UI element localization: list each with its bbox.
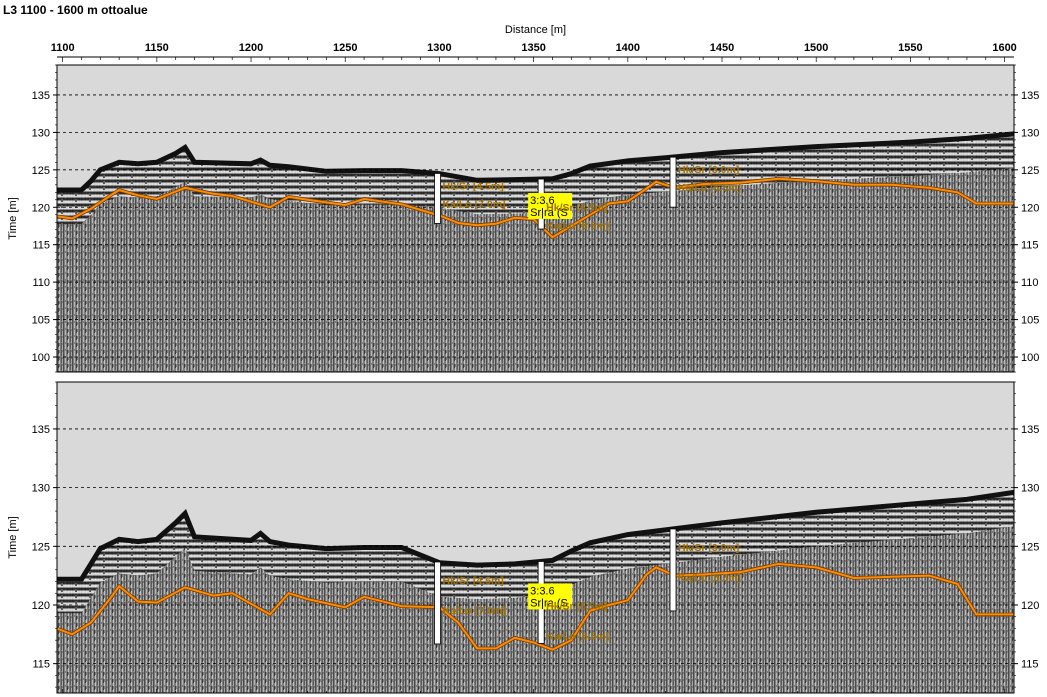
y-tick-label: 120 xyxy=(32,202,50,214)
y-axis-label: Time [m] xyxy=(7,516,19,558)
x-tick-label: 1250 xyxy=(333,42,357,54)
borehole-depth-label: Hk/Sr [3.0m] xyxy=(678,542,739,554)
borehole-depth-label: Ka/Lo [5.5m] xyxy=(678,572,741,584)
y-tick-label-right: 130 xyxy=(1021,127,1039,139)
borehole-depth-label: Hk/Sr [3.0m] xyxy=(678,164,739,176)
x-tick-label: 1600 xyxy=(992,42,1016,54)
y-tick-label-right: 130 xyxy=(1021,483,1039,495)
sample-label: 3:3.6 xyxy=(530,195,554,207)
y-tick-label: 135 xyxy=(32,90,50,102)
panel-plot-area: Hk/Sr [4.5m]Ka/Lo [7.0m]3:3.6Sr|ra (SHk/… xyxy=(57,65,1014,372)
y-tick-label: 130 xyxy=(32,483,50,495)
x-tick-label: 1350 xyxy=(521,42,545,54)
y-tick-label: 130 xyxy=(32,127,50,139)
x-axis-label: Distance [m] xyxy=(504,24,567,36)
y-tick-label-right: 115 xyxy=(1021,240,1039,252)
panel-frame xyxy=(56,381,1015,694)
borehole-depth-label: Hk/Sr [4.5m] xyxy=(443,180,504,192)
y-tick-label: 120 xyxy=(32,600,50,612)
x-tick-label: 1500 xyxy=(804,42,828,54)
borehole-marker xyxy=(669,528,677,612)
interpreted-horizon-line xyxy=(57,562,1014,651)
x-tick-label: 1200 xyxy=(239,42,263,54)
x-tick-label: 1150 xyxy=(145,42,169,54)
upper-radargram-panel: Hk/Sr [4.5m]Ka/Lo [7.0m] 3:3.6Sr|ra (SHk/… xyxy=(7,64,1039,373)
y-tick-label: 110 xyxy=(32,277,50,289)
sample-box: 3:3.6Sr|ra (S xyxy=(528,193,573,220)
borehole-depth-label: Ka/Lo [5.5m] xyxy=(678,182,741,194)
borehole-depth-label: Hk/Sr [4.5m] xyxy=(443,575,504,587)
borehole-marker xyxy=(669,156,677,208)
borehole-depth-label: Ka/Lo [8.5m] xyxy=(546,630,609,642)
y-tick-label-right: 120 xyxy=(1021,600,1039,612)
sample-box-bg xyxy=(528,193,573,220)
borehole-2: Hk/Sr [3.0m] Ka/Lo [5.5m] xyxy=(669,156,741,208)
y-tick-label: 125 xyxy=(32,165,50,177)
x-tick-label: 1400 xyxy=(616,42,640,54)
y-tick-label-right: 120 xyxy=(1021,202,1039,214)
borehole-0: Hk/Sr [4.5m] Ka/Lo [7.0m] xyxy=(434,173,506,224)
x-tick-label: 1450 xyxy=(710,42,734,54)
y-tick-label: 115 xyxy=(32,240,50,252)
chart-title: L3 1100 - 1600 m ottoalue xyxy=(3,3,148,17)
y-tick-label-right: 115 xyxy=(1021,659,1039,671)
y-tick-label-right: 125 xyxy=(1021,165,1039,177)
borehole-marker xyxy=(434,561,441,645)
air-layer xyxy=(57,382,1014,580)
y-tick-label: 100 xyxy=(32,352,50,364)
sample-label: 3:3.6 xyxy=(530,585,554,597)
y-tick-label-right: 125 xyxy=(1021,541,1039,553)
x-axis: 1100 1150 1200 1250 1300 1350 1400 1450 1500 1550… xyxy=(51,42,1017,693)
x-tick-label: 1300 xyxy=(427,42,451,54)
y-tick-label: 115 xyxy=(32,659,50,671)
borehole-marker xyxy=(434,173,441,224)
interpreted-horizon-line xyxy=(57,177,1014,239)
borehole-depth-label: Ka/Lo [8.5m] xyxy=(546,220,609,232)
borehole-depth-label: Ka/Lo [7.0m] xyxy=(443,605,506,617)
sample-box: 3:3.6Sr|ra (S xyxy=(528,583,573,610)
x-tick-label: 1550 xyxy=(898,42,922,54)
sample-box-bg xyxy=(528,583,573,610)
y-tick-label-right: 100 xyxy=(1021,352,1039,364)
panel-plot-area: Hk/Sr [4.5m]Ka/Lo [7.0m]3:3.6Sr|ra (SHk/… xyxy=(57,382,1014,693)
sample-label: Sr|ra (S xyxy=(530,207,568,219)
borehole-depth-label: Hk/Sr [6.5m] xyxy=(546,600,607,612)
borehole-2: Hk/Sr [3.0m] Ka/Lo [5.5m] xyxy=(669,528,741,612)
y-tick-label: 125 xyxy=(32,541,50,553)
borehole-depth-label: Ka/Lo [7.0m] xyxy=(443,198,506,210)
lower-radargram-panel: Hk/Sr [4.5m]Ka/Lo [7.0m]3:3.6Sr|ra (SHk/… xyxy=(7,381,1039,694)
borehole-1: 3:3.6Sr|ra (SHk/Sr [6.5m] Ka/Lo [8.5m] xyxy=(528,561,609,644)
air-layer xyxy=(57,65,1014,190)
y-tick-label-right: 135 xyxy=(1021,90,1039,102)
borehole-depth-label: Hk/Sr [6.5m] xyxy=(546,202,607,214)
reflection-bands xyxy=(57,133,1014,224)
y-tick-label-right: 110 xyxy=(1021,277,1039,289)
panel-frame xyxy=(56,64,1015,373)
y-tick-label: 135 xyxy=(32,424,50,436)
borehole-1: 3:3.6Sr|ra (SHk/Sr [6.5m] Ka/Lo [8.5m] xyxy=(528,178,609,232)
y-tick-label: 105 xyxy=(32,315,50,327)
x-tick-label: 1100 xyxy=(51,42,75,54)
y-tick-label-right: 135 xyxy=(1021,424,1039,436)
y-tick-label-right: 105 xyxy=(1021,315,1039,327)
reflection-bands xyxy=(57,492,1014,614)
sample-label: Sr|ra (S xyxy=(530,597,568,609)
borehole-0: Hk/Sr [4.5m] Ka/Lo [7.0m] xyxy=(434,561,506,645)
y-axis-label: Time [m] xyxy=(7,197,19,239)
